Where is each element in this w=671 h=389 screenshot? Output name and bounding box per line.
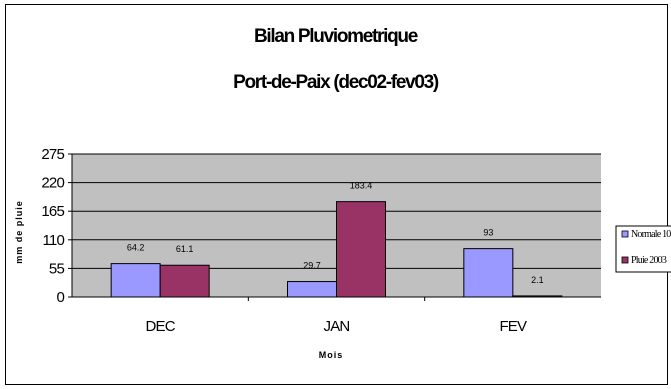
legend-swatch — [621, 256, 629, 264]
bars — [110, 201, 563, 298]
data-labels: 64.2 61.1 29.7 183.4 93 2.1 — [127, 181, 544, 285]
y-tick-label: 0 — [56, 289, 64, 306]
legend: Normale 10ans Pluie 2003 — [621, 229, 671, 266]
y-axis-label: mm de pluie — [14, 200, 24, 264]
legend-swatch — [621, 230, 629, 238]
data-label: 64.2 — [127, 243, 145, 253]
x-category-label: FEV — [499, 318, 527, 335]
data-label: 93 — [483, 228, 493, 238]
data-label: 2.1 — [531, 275, 544, 285]
bar-dec-series-1 — [110, 263, 161, 298]
data-label: 183.4 — [350, 181, 373, 191]
y-tick-label: 165 — [41, 203, 64, 220]
bar-jan-series-1 — [287, 281, 337, 298]
y-tick-label: 275 — [41, 146, 64, 163]
y-tick-label: 55 — [49, 260, 65, 277]
bar-dec-series-2 — [159, 264, 210, 298]
chart-title: Bilan Pluviometrique — [254, 26, 418, 47]
legend-label: Normale 10ans — [631, 229, 671, 240]
data-label: 61.1 — [176, 244, 194, 254]
y-tick-label: 110 — [42, 232, 64, 249]
x-axis-categories: DEC JAN FEV — [146, 297, 528, 335]
y-tick-label: 220 — [41, 175, 64, 192]
bar-jan-series-2 — [336, 201, 386, 298]
y-axis-ticks: 0 55 110 165 220 275 — [41, 146, 72, 306]
x-axis-label: Mois — [319, 350, 344, 360]
x-category-label: JAN — [324, 318, 350, 335]
legend-label: Pluie 2003 — [631, 255, 667, 266]
bar-fev-series-1 — [463, 248, 514, 298]
data-label: 29.7 — [303, 261, 321, 271]
x-category-label: DEC — [146, 318, 176, 335]
chart-subtitle: Port-de-Paix (dec02-fev03) — [233, 72, 439, 93]
